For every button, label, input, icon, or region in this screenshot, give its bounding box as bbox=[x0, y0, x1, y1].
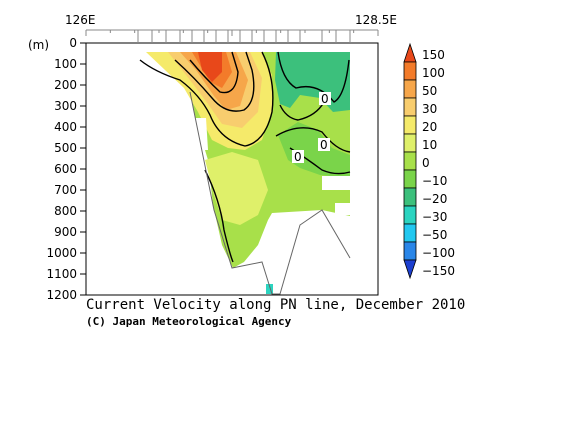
colorbar-level-label: 30 bbox=[422, 102, 437, 116]
colorbar-level-label: −30 bbox=[422, 210, 447, 224]
colorbar-swatch bbox=[403, 97, 417, 117]
seafloor-line bbox=[189, 91, 351, 295]
colorbar-swatch bbox=[403, 169, 417, 189]
colorbar-swatch bbox=[403, 205, 417, 225]
y-axis: 0 100 200 300 400 500 600 700 800 900 1000 1100 1200 bbox=[46, 36, 86, 302]
chart-title: Current Velocity along PN line, December… bbox=[86, 297, 465, 313]
colorbar-level-label: 10 bbox=[422, 138, 437, 152]
contour-label-0-a: 0 bbox=[321, 92, 329, 106]
nodata-notch-1 bbox=[322, 176, 352, 190]
y-tick-label: 800 bbox=[54, 204, 77, 218]
copyright-credit: (C) Japan Meteorological Agency bbox=[86, 315, 292, 328]
nodata-notch-2 bbox=[335, 203, 355, 215]
colorbar-swatch bbox=[403, 259, 417, 280]
velocity-region-negative-east-2 bbox=[278, 122, 350, 178]
colorbar-level-label: −150 bbox=[422, 264, 455, 278]
y-tick-label: 700 bbox=[54, 183, 77, 197]
y-tick-label: 1200 bbox=[46, 288, 77, 302]
colorbar-level-label: −20 bbox=[422, 192, 447, 206]
y-tick-label: 900 bbox=[54, 225, 77, 239]
y-tick-label: 200 bbox=[54, 78, 77, 92]
y-tick-label: 300 bbox=[54, 99, 77, 113]
contour-lines bbox=[139, 51, 351, 263]
colorbar-level-label: −100 bbox=[422, 246, 455, 260]
station-ticks bbox=[137, 30, 351, 43]
velocity-region-slope bbox=[205, 152, 268, 225]
y-tick-label: 400 bbox=[54, 120, 77, 134]
colorbar-level-label: 0 bbox=[422, 156, 430, 170]
colorbar-level-label: 150 bbox=[422, 48, 445, 62]
y-tick-label: 100 bbox=[54, 57, 77, 71]
velocity-region-cyan-spot bbox=[266, 284, 273, 294]
top-axis-ticks bbox=[85, 30, 379, 36]
top-axis: 126E 128.5E bbox=[65, 13, 397, 36]
y-tick-label: 0 bbox=[69, 36, 77, 50]
colorbar-swatch bbox=[403, 42, 417, 63]
velocity-region-red bbox=[198, 52, 222, 82]
velocity-field bbox=[138, 51, 355, 295]
colorbar-level-label: −50 bbox=[422, 228, 447, 242]
colorbar-swatch bbox=[403, 61, 417, 81]
contour-label-0-c: 0 bbox=[320, 138, 328, 152]
y-tick-label: 600 bbox=[54, 162, 77, 176]
colorbar-level-label: −10 bbox=[422, 174, 447, 188]
colorbar-swatch bbox=[403, 133, 417, 153]
y-axis-unit: (m) bbox=[28, 38, 49, 52]
x-tick-label-east: 128.5E bbox=[355, 13, 397, 27]
y-tick-label: 1100 bbox=[46, 267, 77, 281]
nodata-notch-3 bbox=[194, 118, 208, 150]
colorbar-level-label: 20 bbox=[422, 120, 437, 134]
colorbar-swatch bbox=[403, 223, 417, 243]
colorbar-swatch bbox=[403, 79, 417, 99]
contour-label-0-b: 0 bbox=[294, 150, 302, 164]
colorbar-swatch bbox=[403, 151, 417, 171]
colorbar-swatch bbox=[403, 115, 417, 135]
colorbar-swatch bbox=[403, 187, 417, 207]
y-tick-label: 1000 bbox=[46, 246, 77, 260]
colorbar-level-label: 100 bbox=[422, 66, 445, 80]
y-tick-label: 500 bbox=[54, 141, 77, 155]
contour-labels: 0 0 0 bbox=[292, 92, 331, 164]
x-tick-label-west: 126E bbox=[65, 13, 96, 27]
colorbar-level-label: 50 bbox=[422, 84, 437, 98]
colorbar-swatch bbox=[403, 241, 417, 261]
velocity-region-negative-east bbox=[275, 52, 350, 112]
